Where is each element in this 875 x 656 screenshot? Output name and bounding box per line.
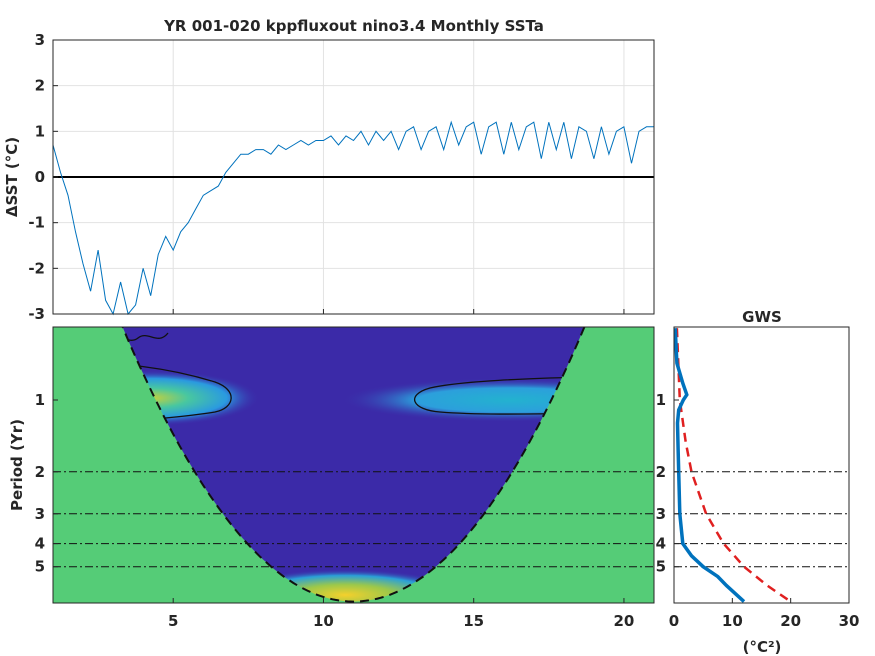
wavelet-y-tick-label: 4 bbox=[35, 535, 45, 553]
chart-title: YR 001-020 kppfluxout nino3.4 Monthly SS… bbox=[163, 17, 544, 35]
gws-y-tick-label: 1 bbox=[656, 391, 666, 409]
ts-y-tick-label: 2 bbox=[35, 77, 45, 95]
cone-of-influence-mask bbox=[53, 327, 654, 603]
period-reference-lines bbox=[53, 471, 654, 568]
gws-x-label: (°C²) bbox=[743, 638, 782, 656]
gws-y-tick-label: 3 bbox=[656, 505, 666, 523]
gws-y-tick-label: 4 bbox=[656, 535, 666, 553]
gws-plot-area bbox=[674, 327, 849, 603]
gws-significance-line bbox=[675, 328, 792, 603]
gws-x-tick-label: 20 bbox=[780, 612, 801, 630]
time-series-y-label: ΔSST (°C) bbox=[3, 137, 21, 217]
gws-x-tick-label: 10 bbox=[722, 612, 743, 630]
significance-contour-annual-late bbox=[414, 375, 615, 415]
sst-anomaly-line bbox=[52, 120, 654, 316]
gws-x-tick-label: 30 bbox=[839, 612, 860, 630]
gws-y-tick-label: 5 bbox=[656, 558, 666, 576]
time-series-panel: YR 001-020 kppfluxout nino3.4 Monthly SS… bbox=[3, 17, 655, 323]
gws-axes-box bbox=[673, 326, 850, 604]
wavelet-panel: 1 2 3 4 5 5 10 15 20 Period (Yr) bbox=[8, 309, 655, 630]
cone-of-influence-line bbox=[121, 327, 586, 603]
wavelet-axes-box bbox=[52, 326, 655, 604]
time-series-y-ticks: 3 2 1 0 -1 -2 -3 bbox=[28, 31, 58, 323]
wavelet-x-tick-label: 10 bbox=[313, 612, 334, 630]
ts-y-tick-label: 3 bbox=[35, 31, 45, 49]
gws-y-ticks: 1 2 3 4 5 bbox=[656, 391, 679, 576]
gws-power-line bbox=[673, 328, 746, 603]
ts-y-tick-label: -2 bbox=[28, 259, 45, 277]
wavelet-y-tick-label: 1 bbox=[35, 391, 45, 409]
ts-y-tick-label: 1 bbox=[35, 122, 45, 140]
wavelet-y-label: Period (Yr) bbox=[8, 419, 26, 511]
gws-period-reference-lines bbox=[674, 471, 849, 568]
wavelet-y-ticks: 1 2 3 4 5 bbox=[35, 391, 58, 576]
ts-y-tick-label: 0 bbox=[35, 168, 45, 186]
gws-x-tick-label: 0 bbox=[669, 612, 679, 630]
ts-y-tick-label: -1 bbox=[28, 214, 45, 232]
wavelet-y-tick-label: 5 bbox=[35, 558, 45, 576]
wavelet-x-tick-label: 5 bbox=[168, 612, 178, 630]
gws-x-ticks: 0 10 20 30 bbox=[669, 598, 860, 630]
wavelet-x-tick-label: 15 bbox=[463, 612, 484, 630]
gws-title: GWS bbox=[742, 308, 782, 326]
wavelet-x-tick-label: 20 bbox=[614, 612, 635, 630]
ts-y-tick-label: -3 bbox=[28, 305, 45, 323]
gws-y-tick-label: 2 bbox=[656, 463, 666, 481]
wavelet-x-ticks: 5 10 15 20 bbox=[168, 309, 634, 630]
gws-panel: GWS 1 2 3 4 5 0 10 20 30 (°C²) bbox=[656, 308, 860, 656]
wavelet-y-tick-label: 3 bbox=[35, 505, 45, 523]
wavelet-y-tick-label: 2 bbox=[35, 463, 45, 481]
